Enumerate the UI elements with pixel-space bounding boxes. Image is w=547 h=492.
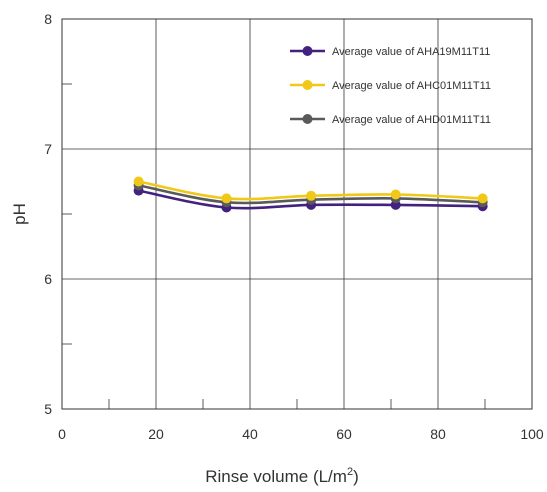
legend-swatch-marker (302, 46, 313, 56)
x-axis-title-main: Rinse volume (L/m (205, 467, 347, 486)
x-axis-title-superscript: 2 (347, 466, 353, 478)
legend-item: Average value of AHD01M11T11 (290, 114, 491, 126)
x-tick-label: 40 (242, 426, 258, 442)
legend-swatch-marker (302, 80, 313, 90)
data-point (133, 176, 144, 187)
legend-item: Average value of AHC01M11T11 (290, 80, 491, 92)
y-axis-title: pH (10, 203, 29, 225)
legend-swatch-marker (302, 114, 313, 124)
x-tick-label: 0 (58, 426, 66, 442)
x-axis-title: Rinse volume (L/m2) (205, 466, 359, 486)
y-tick-label: 7 (44, 141, 52, 157)
x-axis-title-end: ) (353, 467, 359, 486)
x-tick-label: 80 (430, 426, 446, 442)
axis-ticks: 0 20 40 60 80 100 5 6 7 8 (44, 11, 544, 442)
data-point (306, 190, 317, 201)
legend-item: Average value of AHA19M11T11 (290, 46, 490, 58)
y-tick-label: 5 (44, 401, 52, 417)
legend-label: Average value of AHD01M11T11 (332, 114, 491, 126)
series-group (133, 176, 488, 213)
plot-area (61, 18, 533, 410)
series-2 (133, 176, 488, 204)
data-point (477, 193, 488, 204)
grid (62, 19, 532, 409)
data-point (390, 189, 401, 200)
legend-label: Average value of AHA19M11T11 (332, 46, 490, 58)
y-tick-label: 6 (44, 271, 52, 287)
x-tick-label: 20 (148, 426, 164, 442)
data-point (221, 193, 232, 204)
legend: Average value of AHA19M11T11 Average valu… (290, 46, 491, 126)
y-tick-label: 8 (44, 11, 52, 27)
x-tick-label: 60 (336, 426, 352, 442)
legend-label: Average value of AHC01M11T11 (332, 80, 491, 92)
x-tick-label: 100 (520, 426, 544, 442)
